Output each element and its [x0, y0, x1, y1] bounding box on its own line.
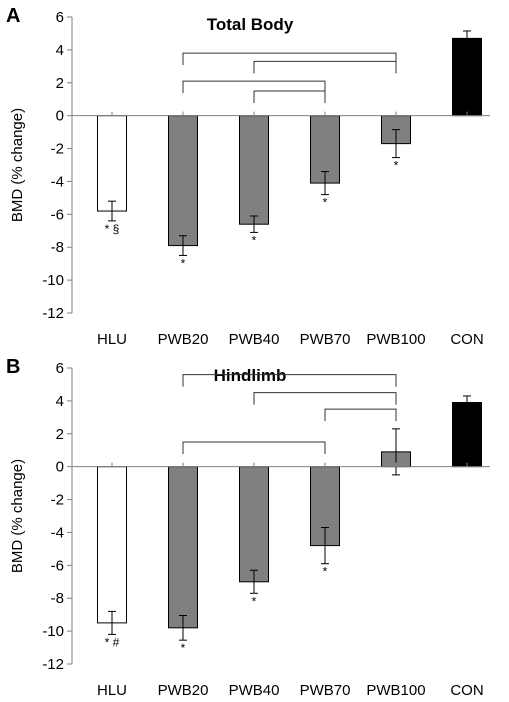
y-tick-label: 0 — [56, 459, 64, 476]
x-category-label: PWB40 — [229, 682, 280, 699]
bar — [168, 466, 198, 629]
y-tick-label: 4 — [56, 393, 64, 410]
y-tick-label: -6 — [51, 206, 64, 223]
y-tick-label: -2 — [51, 141, 64, 158]
x-category-label: HLU — [97, 682, 127, 699]
y-tick-label: -8 — [51, 590, 64, 607]
y-tick-label: -8 — [51, 239, 64, 256]
bar — [97, 115, 127, 212]
significance-marker: * — [323, 565, 328, 579]
y-tick-label: -6 — [51, 557, 64, 574]
significance-marker: * — [252, 233, 257, 247]
x-category-label: CON — [450, 682, 483, 699]
bar — [239, 115, 269, 225]
significance-bracket — [253, 90, 326, 103]
significance-marker: * # — [105, 635, 120, 649]
y-tick-label: 6 — [56, 360, 64, 377]
y-axis-label: BMD (% change) — [9, 108, 26, 222]
bar — [239, 466, 269, 583]
panel-label: A — [6, 5, 20, 27]
bar — [452, 402, 482, 468]
significance-bracket — [253, 60, 397, 74]
bar — [97, 466, 127, 624]
significance-bracket — [182, 441, 326, 454]
y-tick-label: 2 — [56, 426, 64, 443]
y-axis-label: BMD (% change) — [9, 459, 26, 573]
significance-marker: * — [181, 641, 186, 655]
x-category-label: PWB70 — [300, 682, 351, 699]
y-tick-label: -10 — [42, 623, 64, 640]
x-category-label: PWB20 — [158, 331, 209, 348]
y-tick-label: -10 — [42, 272, 64, 289]
significance-bracket — [253, 392, 397, 405]
significance-bracket — [182, 52, 397, 66]
y-tick-label: 2 — [56, 75, 64, 92]
y-tick-label: 4 — [56, 42, 64, 59]
y-tick-label: 6 — [56, 9, 64, 26]
significance-bracket — [182, 80, 326, 94]
x-category-label: PWB70 — [300, 331, 351, 348]
significance-marker: * — [181, 256, 186, 270]
x-category-label: PWB100 — [366, 682, 425, 699]
x-category-label: PWB20 — [158, 682, 209, 699]
y-tick-label: 0 — [56, 108, 64, 125]
panel-label: B — [6, 356, 20, 378]
x-category-label: CON — [450, 331, 483, 348]
x-category-label: HLU — [97, 331, 127, 348]
x-category-label: PWB100 — [366, 331, 425, 348]
y-tick-label: -2 — [51, 492, 64, 509]
y-tick-label: -12 — [42, 305, 64, 322]
significance-marker: * — [252, 594, 257, 608]
bar — [168, 115, 198, 247]
significance-marker: * — [394, 159, 399, 173]
y-tick-label: -4 — [51, 524, 64, 541]
significance-marker: * — [323, 196, 328, 210]
y-tick-label: -4 — [51, 173, 64, 190]
y-tick-label: -12 — [42, 656, 64, 673]
bar — [452, 37, 482, 117]
significance-bracket — [182, 374, 397, 387]
x-category-label: PWB40 — [229, 331, 280, 348]
chart-title: Total Body — [207, 15, 294, 34]
chart-title: Hindlimb — [214, 366, 287, 385]
significance-marker: * § — [105, 222, 120, 236]
significance-bracket — [324, 408, 397, 422]
